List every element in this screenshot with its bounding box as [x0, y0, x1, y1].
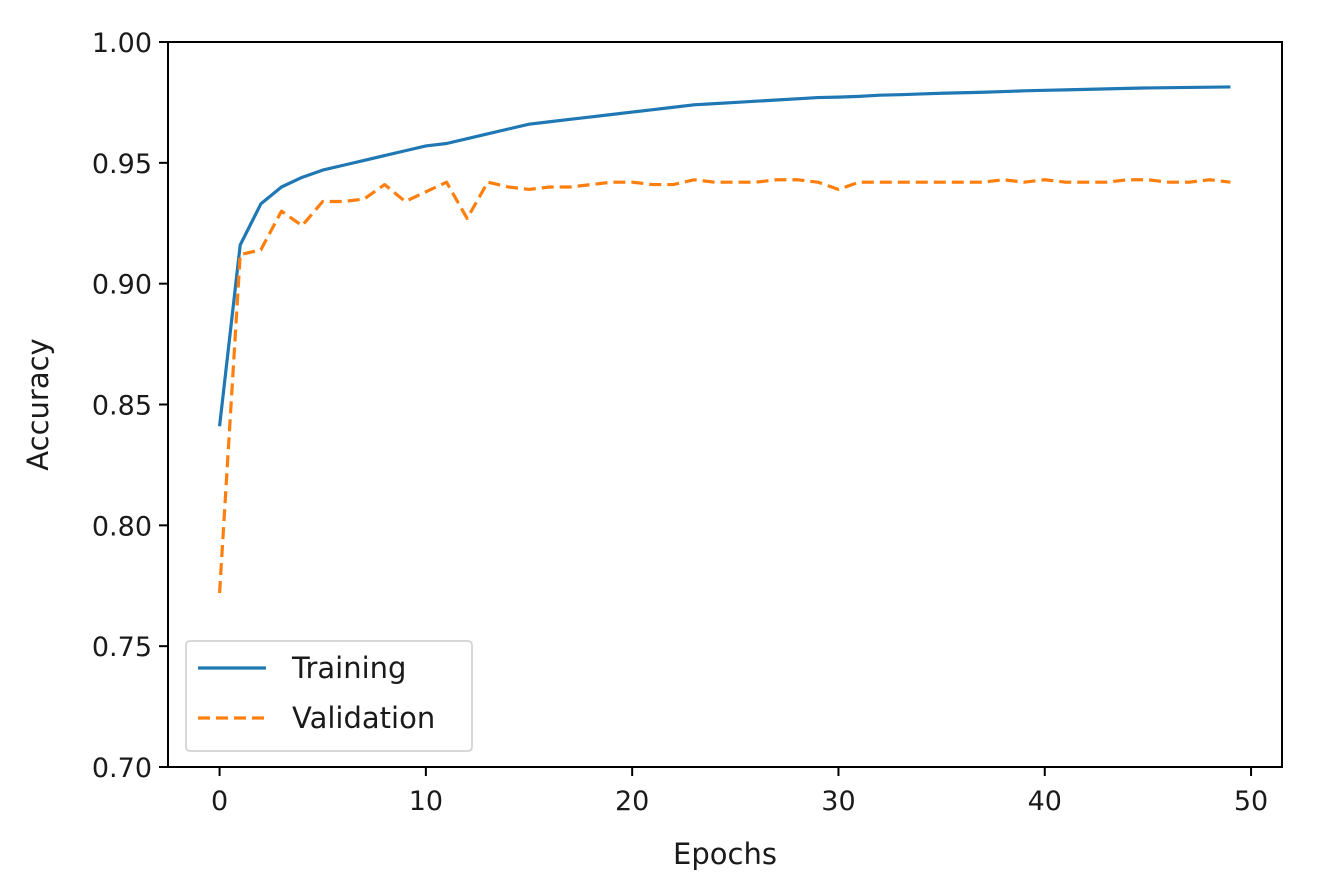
legend: Training Validation — [185, 640, 473, 752]
y-axis-label: Accuracy — [21, 338, 55, 470]
x-tick-label: 30 — [821, 786, 855, 817]
y-tick-label: 0.95 — [92, 149, 152, 180]
x-axis-ticks: 0 10 20 30 40 50 — [211, 767, 1268, 817]
x-tick-label: 0 — [211, 786, 228, 817]
y-tick-label: 0.70 — [92, 753, 152, 784]
legend-label-training: Training — [291, 651, 406, 685]
x-tick-label: 20 — [615, 786, 649, 817]
x-tick-label: 40 — [1028, 786, 1062, 817]
series-layer — [217, 85, 1231, 594]
series-line-training — [217, 85, 1231, 427]
y-tick-label: 0.75 — [92, 632, 152, 663]
x-axis-label: Epochs — [673, 837, 777, 871]
series-line-validation — [217, 178, 1231, 594]
y-tick-label: 0.80 — [92, 511, 152, 542]
x-tick-label: 50 — [1234, 786, 1268, 817]
y-axis-ticks: 0.70 0.75 0.80 0.85 0.90 0.95 1.00 — [92, 28, 168, 784]
x-tick-label: 10 — [409, 786, 443, 817]
y-tick-label: 1.00 — [92, 28, 152, 59]
y-tick-label: 0.85 — [92, 391, 152, 422]
legend-label-validation: Validation — [292, 701, 435, 735]
y-tick-label: 0.90 — [92, 270, 152, 301]
